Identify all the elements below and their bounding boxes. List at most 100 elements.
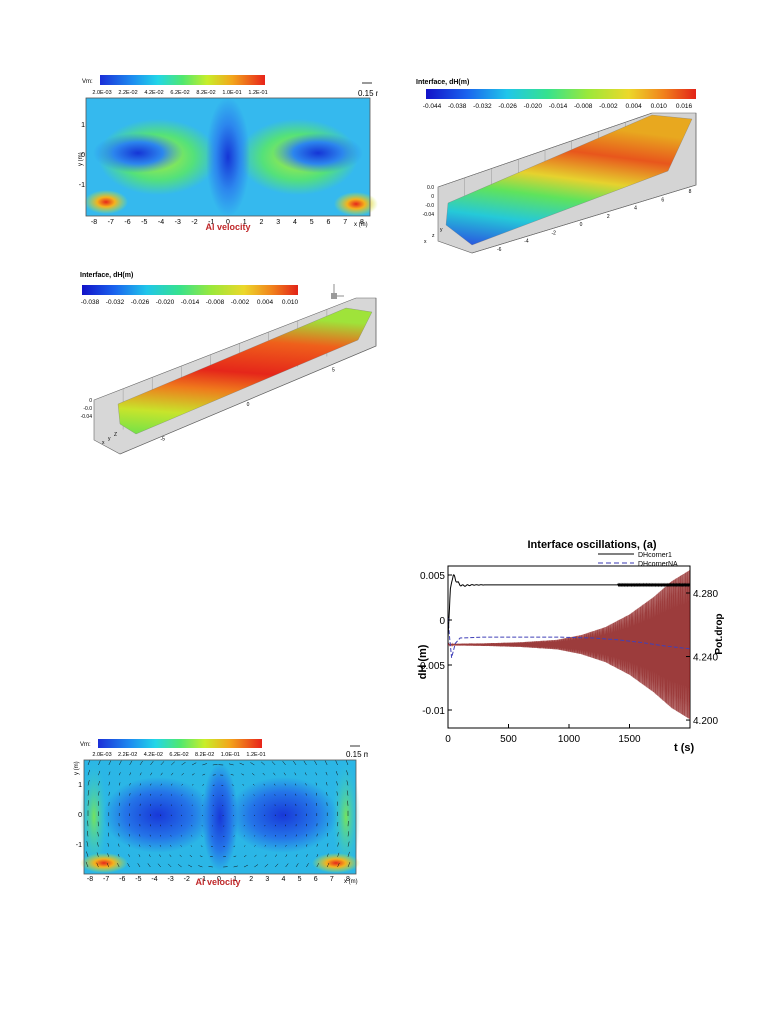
x-tick-label: -2	[184, 876, 190, 883]
x-tick-label: -2	[191, 219, 197, 226]
velocity-vector	[326, 853, 329, 857]
x-tick-label: 6	[327, 219, 331, 226]
velocity-vector	[107, 853, 110, 857]
velocity-vector	[128, 854, 130, 857]
velocity-vector	[324, 760, 328, 766]
velocity-vector	[170, 844, 172, 847]
velocity-vector	[117, 853, 120, 857]
velocity-vector	[241, 773, 245, 776]
velocity-vector	[303, 760, 307, 766]
velocity-vector	[346, 780, 349, 786]
velocity-vector	[160, 783, 162, 786]
y-tick-label: -1	[76, 842, 82, 849]
depth-tick-label: -0.04	[81, 414, 93, 420]
velocity-vector	[325, 782, 328, 786]
x-tick-label: 1	[243, 219, 247, 226]
velocity-vector	[177, 864, 182, 868]
velocity-legend-label: Vm:	[82, 79, 93, 85]
velocity-vector	[336, 781, 338, 786]
velocity-vector	[170, 835, 172, 837]
velocity-vector	[106, 862, 110, 868]
velocity-vector	[149, 844, 151, 847]
y2-tick-label: 4.200	[693, 716, 718, 727]
velocity-vector	[97, 842, 99, 847]
x-tick-label: -6	[124, 219, 130, 226]
velocity-vector	[316, 854, 319, 857]
velocity-vector	[171, 761, 175, 766]
x-tick-label: 7	[330, 876, 334, 883]
velocity-x-axis-label: x (m)	[354, 222, 368, 228]
x-tick-label: -7	[103, 876, 109, 883]
velocity-vector	[108, 760, 112, 766]
velocity-vector	[316, 862, 320, 868]
velocity-vector	[315, 772, 318, 776]
velocity-vector	[129, 760, 133, 766]
velocity-vector	[264, 845, 266, 847]
x-axis-label: t (s)	[674, 742, 695, 754]
x-tick-label: -6	[119, 876, 125, 883]
velocity-vector	[85, 861, 89, 868]
x-tick-label: -8	[87, 876, 93, 883]
velocity-vector	[170, 783, 173, 786]
interface-plot-right-svg: Interface, dH(m) -0.044 -0.038 -0.032 -0.02…	[416, 79, 697, 261]
velocity-vector	[117, 862, 120, 868]
velocity-vector	[129, 793, 131, 796]
velocity-vector	[337, 852, 340, 857]
interface-plot-right: Interface, dH(m) -0.044 -0.038 -0.032 -0.02…	[412, 75, 712, 261]
velocity-vector	[191, 794, 193, 796]
colorbar-tick-label: 1.2E-01	[248, 90, 267, 96]
axis-triad-icon	[331, 284, 344, 299]
colorbar-tick-label: 0.010	[651, 103, 668, 110]
velocity-colorbar	[100, 75, 265, 85]
x-tick-label: 4	[293, 219, 297, 226]
velocity-vector	[274, 854, 278, 857]
x-tick-label: 5	[298, 876, 302, 883]
y2-tick-label: 4.280	[693, 589, 718, 600]
velocity-vector	[148, 854, 151, 857]
velocity-vector	[157, 863, 161, 868]
x-tick-label: 8	[346, 876, 350, 883]
depth-tick-label: 0	[89, 398, 92, 404]
velocity-vector	[87, 759, 91, 766]
velocity-vector	[86, 841, 89, 847]
velocity-vector	[118, 833, 120, 837]
velocity-vector	[306, 863, 309, 868]
colorbar-tick-label: 2.2E-02	[118, 90, 137, 96]
velocity-vector	[150, 761, 154, 766]
velocity-vector	[98, 780, 100, 786]
front-tick-label: 8	[689, 189, 692, 195]
interface-left-colorbar	[82, 285, 298, 295]
velocity-vector	[242, 784, 245, 786]
chart-title: Interface oscillations, (a)	[528, 539, 657, 551]
velocity-vector	[336, 791, 338, 796]
interface-plot-left-svg: Interface, dH(m) -0.038 -0.032 -0.026 -0.02…	[80, 272, 377, 455]
velocity-vector	[305, 793, 307, 796]
velocity-vector	[316, 833, 318, 837]
velocity-vector	[86, 851, 89, 857]
velocity-vector	[160, 761, 165, 766]
colorbar-tick-label: 4.2E-02	[144, 752, 163, 758]
x-tick-label: 1	[233, 876, 237, 883]
velocity-vector	[160, 794, 162, 796]
velocity-vector	[137, 863, 141, 868]
velocity-vector	[274, 783, 276, 786]
y2-tick-label: 4.240	[693, 653, 718, 664]
velocity-bottom-x-axis-label: x (m)	[344, 879, 358, 885]
colorbar-tick-label: -0.032	[473, 103, 492, 110]
velocity-plot-top: 2.0E-03 2.2E-02 4.2E-02 6.2E-02 8.2E-02 1.0E-…	[78, 70, 389, 235]
velocity-vector	[96, 862, 99, 868]
velocity-bottom-colorbar	[98, 739, 262, 748]
velocity-vector	[347, 851, 350, 857]
velocity-vector	[191, 762, 197, 766]
y-axis-label: dH (m)	[417, 644, 429, 679]
velocity-vector	[264, 794, 266, 796]
velocity-vector	[243, 864, 249, 868]
velocity-vector	[347, 831, 350, 837]
velocity-vector	[139, 793, 141, 796]
x-tick-label: 0	[445, 734, 451, 745]
colorbar-tick-label: 0.016	[676, 103, 693, 110]
velocity-vector	[150, 793, 152, 796]
front-tick-label: 2	[607, 214, 610, 220]
velocity-vector	[210, 856, 213, 858]
velocity-vector	[118, 843, 120, 847]
